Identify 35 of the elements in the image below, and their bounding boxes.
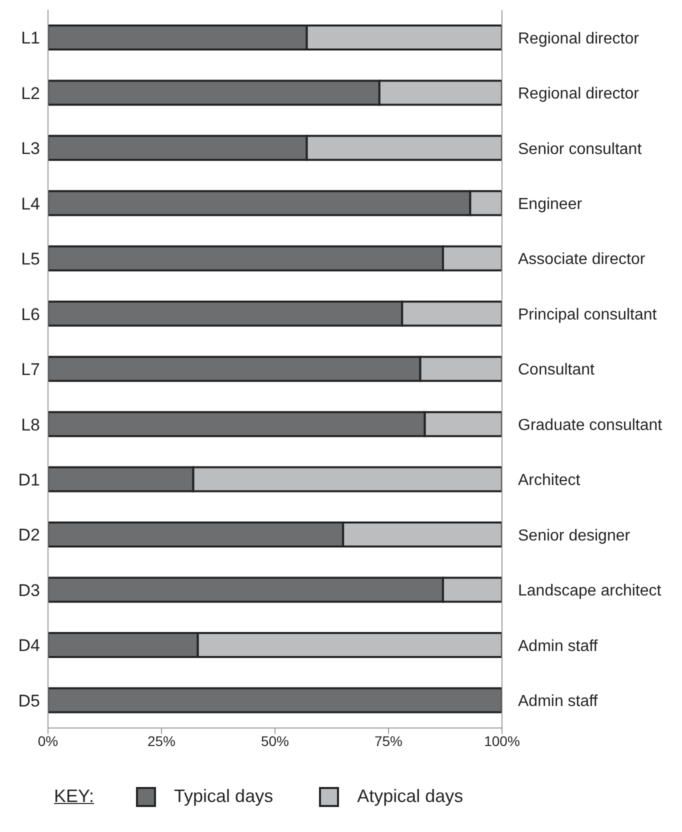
y2-tick-label: Landscape architect xyxy=(518,582,662,600)
y2-tick-label: Regional director xyxy=(518,30,640,48)
y-tick-label: L2 xyxy=(21,84,40,103)
y-tick-label: L1 xyxy=(21,28,40,48)
y-tick-label: L4 xyxy=(21,194,40,214)
y-tick-label: D2 xyxy=(18,526,40,545)
y2-tick-label: Associate director xyxy=(518,251,646,268)
y2-tick-label: Engineer xyxy=(518,196,583,213)
y-tick-label: D1 xyxy=(18,470,40,490)
x-tick-label: 50% xyxy=(260,732,290,749)
y-tick-label: D3 xyxy=(18,580,40,600)
y2-tick-label: Regional director xyxy=(518,86,640,103)
legend-label: Typical days xyxy=(173,786,274,807)
y2-tick-label: Admin staff xyxy=(518,638,598,655)
y-tick-label: L3 xyxy=(21,139,40,158)
y-tick-label: D5 xyxy=(18,691,40,710)
y2-tick-label: Admin staff xyxy=(518,693,598,710)
y-tick-label: L7 xyxy=(21,360,40,380)
y2-tick-label: Principal consultant xyxy=(518,306,658,324)
y-tick-label: L6 xyxy=(21,304,40,324)
y2-tick-label: Architect xyxy=(518,472,581,490)
x-tick-label: 100% xyxy=(484,732,520,749)
y2-tick-label: Senior consultant xyxy=(518,140,642,158)
legend-label: Atypical days xyxy=(356,786,464,807)
y2-tick-label: Graduate consultant xyxy=(518,416,663,434)
y-tick-label: D4 xyxy=(18,636,40,656)
x-tick-label: 75% xyxy=(374,732,403,749)
bar xyxy=(48,687,502,714)
y2-tick-label: Consultant xyxy=(518,362,596,379)
y2-tick-label: Senior designer xyxy=(518,527,631,544)
legend-title: KEY: xyxy=(54,786,94,807)
x-tick-label: 25% xyxy=(147,732,176,749)
x-tick-label: 0% xyxy=(38,732,58,749)
y-tick-label: L8 xyxy=(21,415,40,434)
y-tick-label: L5 xyxy=(21,250,40,269)
